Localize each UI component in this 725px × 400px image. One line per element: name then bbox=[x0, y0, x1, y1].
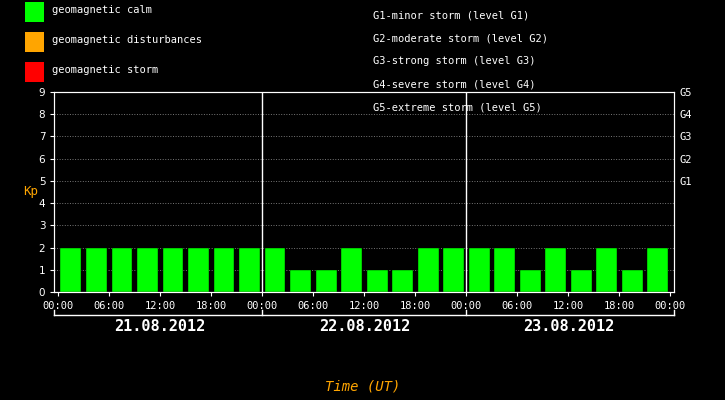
Bar bbox=[494, 248, 515, 292]
Bar bbox=[468, 248, 489, 292]
Y-axis label: Kp: Kp bbox=[23, 186, 38, 198]
Text: G3-strong storm (level G3): G3-strong storm (level G3) bbox=[373, 56, 536, 66]
Text: 22.08.2012: 22.08.2012 bbox=[319, 319, 410, 334]
Bar bbox=[392, 270, 413, 292]
Text: 21.08.2012: 21.08.2012 bbox=[115, 319, 206, 334]
Bar bbox=[239, 248, 260, 292]
Bar bbox=[647, 248, 668, 292]
Text: G4-severe storm (level G4): G4-severe storm (level G4) bbox=[373, 80, 536, 90]
Text: geomagnetic disturbances: geomagnetic disturbances bbox=[52, 35, 202, 45]
Bar bbox=[137, 248, 158, 292]
Text: G1-minor storm (level G1): G1-minor storm (level G1) bbox=[373, 10, 530, 20]
Bar bbox=[315, 270, 336, 292]
Bar bbox=[443, 248, 464, 292]
Text: geomagnetic calm: geomagnetic calm bbox=[52, 5, 152, 15]
Bar bbox=[162, 248, 183, 292]
Bar bbox=[571, 270, 592, 292]
Bar bbox=[367, 270, 388, 292]
Bar bbox=[265, 248, 286, 292]
Bar bbox=[622, 270, 642, 292]
Text: geomagnetic storm: geomagnetic storm bbox=[52, 65, 159, 75]
Bar bbox=[290, 270, 311, 292]
Bar bbox=[188, 248, 209, 292]
Bar bbox=[214, 248, 234, 292]
Bar bbox=[418, 248, 439, 292]
Text: G2-moderate storm (level G2): G2-moderate storm (level G2) bbox=[373, 33, 548, 43]
Bar bbox=[520, 270, 541, 292]
Bar bbox=[545, 248, 566, 292]
Bar bbox=[60, 248, 81, 292]
Bar bbox=[86, 248, 107, 292]
Bar bbox=[596, 248, 617, 292]
Text: G5-extreme storm (level G5): G5-extreme storm (level G5) bbox=[373, 103, 542, 113]
Text: 23.08.2012: 23.08.2012 bbox=[523, 319, 614, 334]
Bar bbox=[341, 248, 362, 292]
Bar bbox=[112, 248, 133, 292]
Text: Time (UT): Time (UT) bbox=[325, 380, 400, 394]
